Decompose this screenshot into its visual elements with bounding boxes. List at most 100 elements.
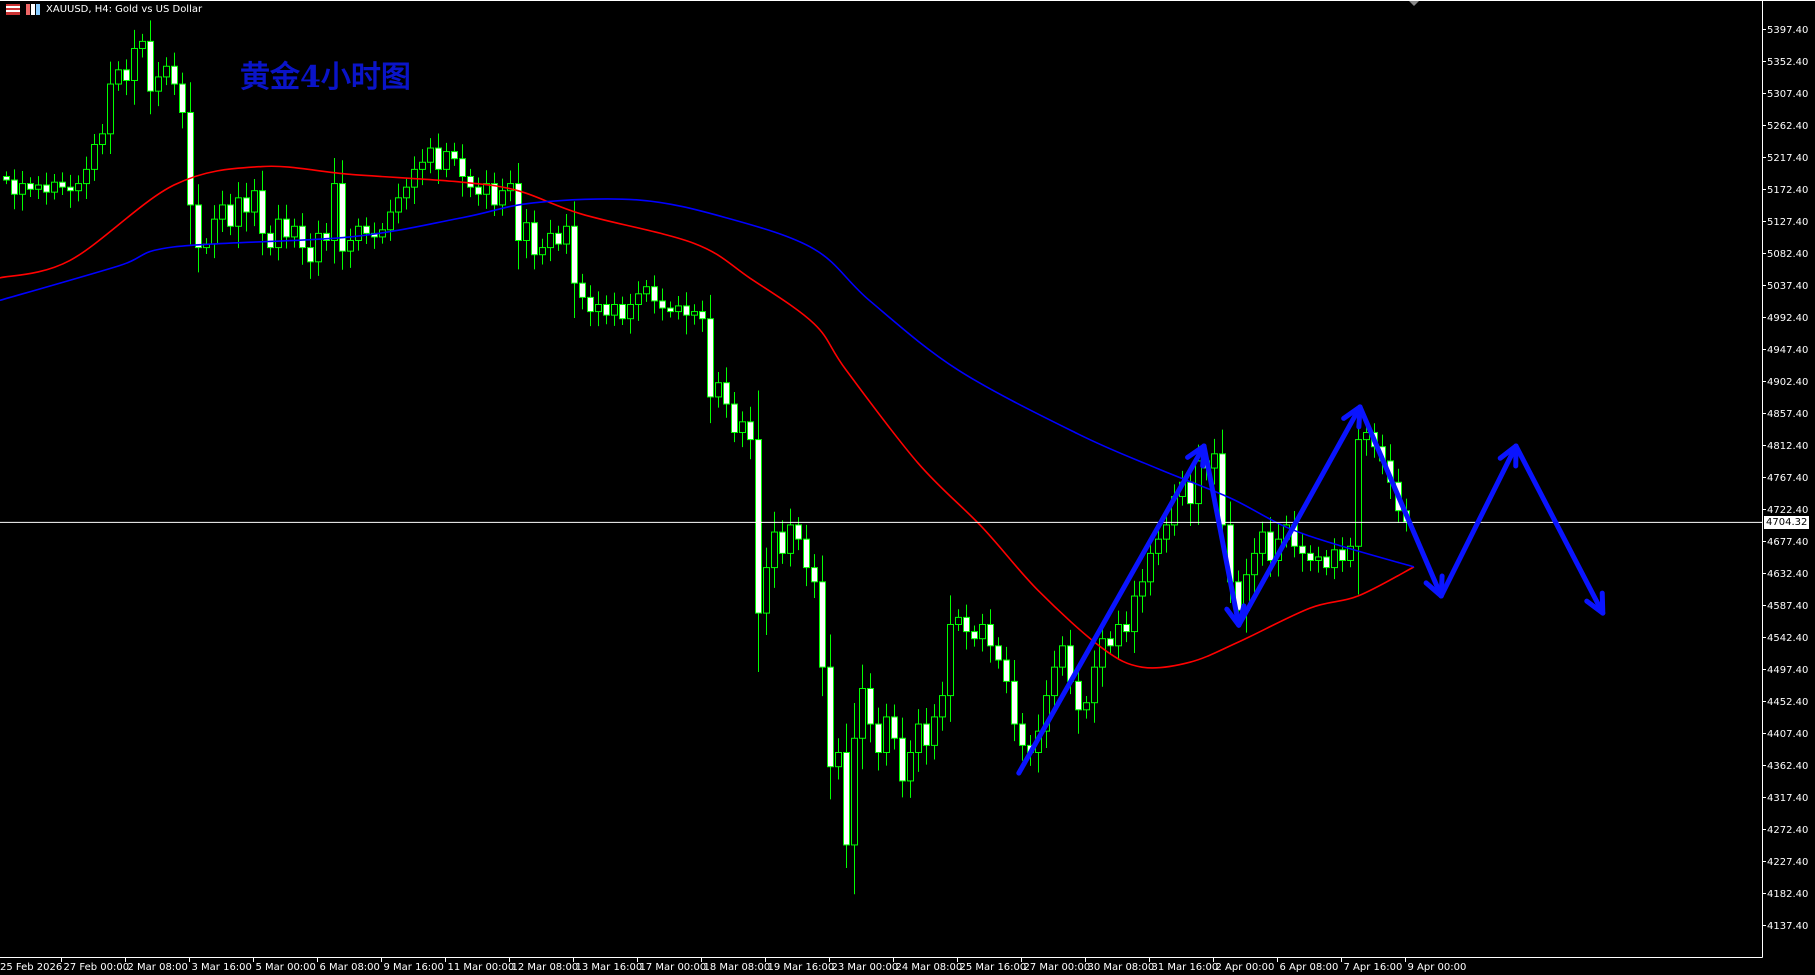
- bear-candle-body: [659, 300, 666, 309]
- candle: [1107, 631, 1114, 654]
- candle: [643, 279, 650, 302]
- bull-candle-body: [395, 197, 402, 213]
- time-tick-label: 9 Apr 00:00: [1408, 962, 1467, 973]
- time-tick-label: 5 Mar 00:00: [256, 962, 316, 973]
- chart-header: XAUUSD, H4: Gold vs US Dollar: [6, 4, 202, 15]
- candle: [843, 723, 850, 868]
- chart-type-icon: [26, 4, 40, 15]
- bear-candle-body: [171, 65, 178, 85]
- price-tick-label: 4497.40: [1767, 665, 1808, 676]
- bear-candle-body: [1003, 659, 1010, 682]
- candle: [811, 554, 818, 599]
- candle: [587, 285, 594, 327]
- candle: [131, 29, 138, 105]
- candle: [771, 511, 778, 588]
- candle: [435, 133, 442, 184]
- bear-candle-body: [243, 197, 250, 213]
- bear-candle-body: [699, 311, 706, 320]
- candle: [547, 219, 554, 262]
- bull-candle-body: [739, 421, 746, 433]
- bull-candle-body: [939, 695, 946, 718]
- bear-candle-body: [1307, 552, 1314, 561]
- bear-candle-body: [123, 69, 130, 81]
- bull-candle-body: [851, 737, 858, 846]
- candle: [1139, 569, 1146, 613]
- price-tick-label: 4407.40: [1767, 729, 1808, 740]
- bear-candle-body: [59, 181, 66, 188]
- shift-marker-icon[interactable]: [1409, 1, 1419, 6]
- price-tick-label: 4632.40: [1767, 569, 1808, 580]
- bear-candle-body: [299, 225, 306, 249]
- candle: [307, 233, 314, 279]
- bear-candle-body: [587, 296, 594, 313]
- bear-candle-body: [795, 524, 802, 540]
- candle: [971, 625, 978, 647]
- bull-candle-body: [1139, 581, 1146, 597]
- arrow-shaft: [1357, 404, 1444, 599]
- bull-candle-body: [835, 751, 842, 768]
- arrow-shaft: [1438, 443, 1519, 599]
- candle: [331, 157, 338, 264]
- candle: [747, 406, 754, 460]
- price-tick-label: 5127.40: [1767, 217, 1808, 228]
- candle: [635, 281, 642, 321]
- time-tick-label: 7 Apr 16:00: [1344, 962, 1403, 973]
- arrow-shaft: [1513, 443, 1606, 616]
- candle: [107, 61, 114, 154]
- bull-candle-body: [1147, 552, 1154, 583]
- candle: [427, 138, 434, 174]
- candle: [1163, 511, 1170, 553]
- trend-arrow[interactable]: [1513, 443, 1606, 616]
- candle: [1083, 695, 1090, 719]
- bear-candle-body: [11, 179, 18, 195]
- trend-arrow[interactable]: [1357, 404, 1445, 599]
- candle: [459, 144, 466, 197]
- bull-candle-body: [771, 531, 778, 569]
- price-tick-label: 5082.40: [1767, 249, 1808, 260]
- bear-candle-body: [987, 623, 994, 647]
- candle: [315, 220, 322, 276]
- candle: [355, 218, 362, 251]
- bear-candle-body: [619, 303, 626, 320]
- bear-candle-body: [1299, 545, 1306, 554]
- bear-candle-body: [1123, 623, 1130, 633]
- candle: [1347, 537, 1354, 568]
- candle: [1043, 680, 1050, 748]
- candle: [243, 182, 250, 232]
- bull-candle-body: [539, 247, 546, 256]
- candle: [619, 296, 626, 325]
- candle: [19, 170, 26, 211]
- candle: [403, 178, 410, 210]
- bull-candle-body: [1259, 531, 1266, 554]
- bull-candle-body: [507, 183, 514, 192]
- time-tick-label: 2 Mar 08:00: [128, 962, 188, 973]
- bull-candle-body: [955, 616, 962, 625]
- candle: [571, 201, 578, 318]
- candle: [995, 637, 1002, 669]
- bull-candle-body: [211, 218, 218, 245]
- candle: [43, 172, 50, 205]
- trend-arrow[interactable]: [1438, 443, 1519, 599]
- time-tick-label: 25 Mar 16:00: [960, 962, 1027, 973]
- candle: [819, 555, 826, 697]
- bull-candle-body: [1251, 552, 1258, 576]
- candle: [923, 708, 930, 765]
- bull-candle-body: [331, 183, 338, 241]
- candle: [1243, 558, 1250, 633]
- price-tick-label: 5307.40: [1767, 89, 1808, 100]
- candle: [1003, 646, 1010, 694]
- bull-candle-body: [75, 183, 82, 192]
- time-tick-label: 27 Feb 00:00: [64, 962, 130, 973]
- trend-arrow[interactable]: [1236, 404, 1363, 628]
- candle: [883, 703, 890, 766]
- candle: [283, 204, 290, 249]
- candle: [779, 520, 786, 564]
- price-tick-label: 4857.40: [1767, 409, 1808, 420]
- annotation-arrows: [1016, 404, 1606, 776]
- bull-candle-body: [427, 147, 434, 163]
- trend-arrow[interactable]: [1016, 443, 1207, 776]
- candle: [139, 33, 146, 58]
- price-tick-label: 5217.40: [1767, 153, 1808, 164]
- bull-candle-body: [859, 687, 866, 739]
